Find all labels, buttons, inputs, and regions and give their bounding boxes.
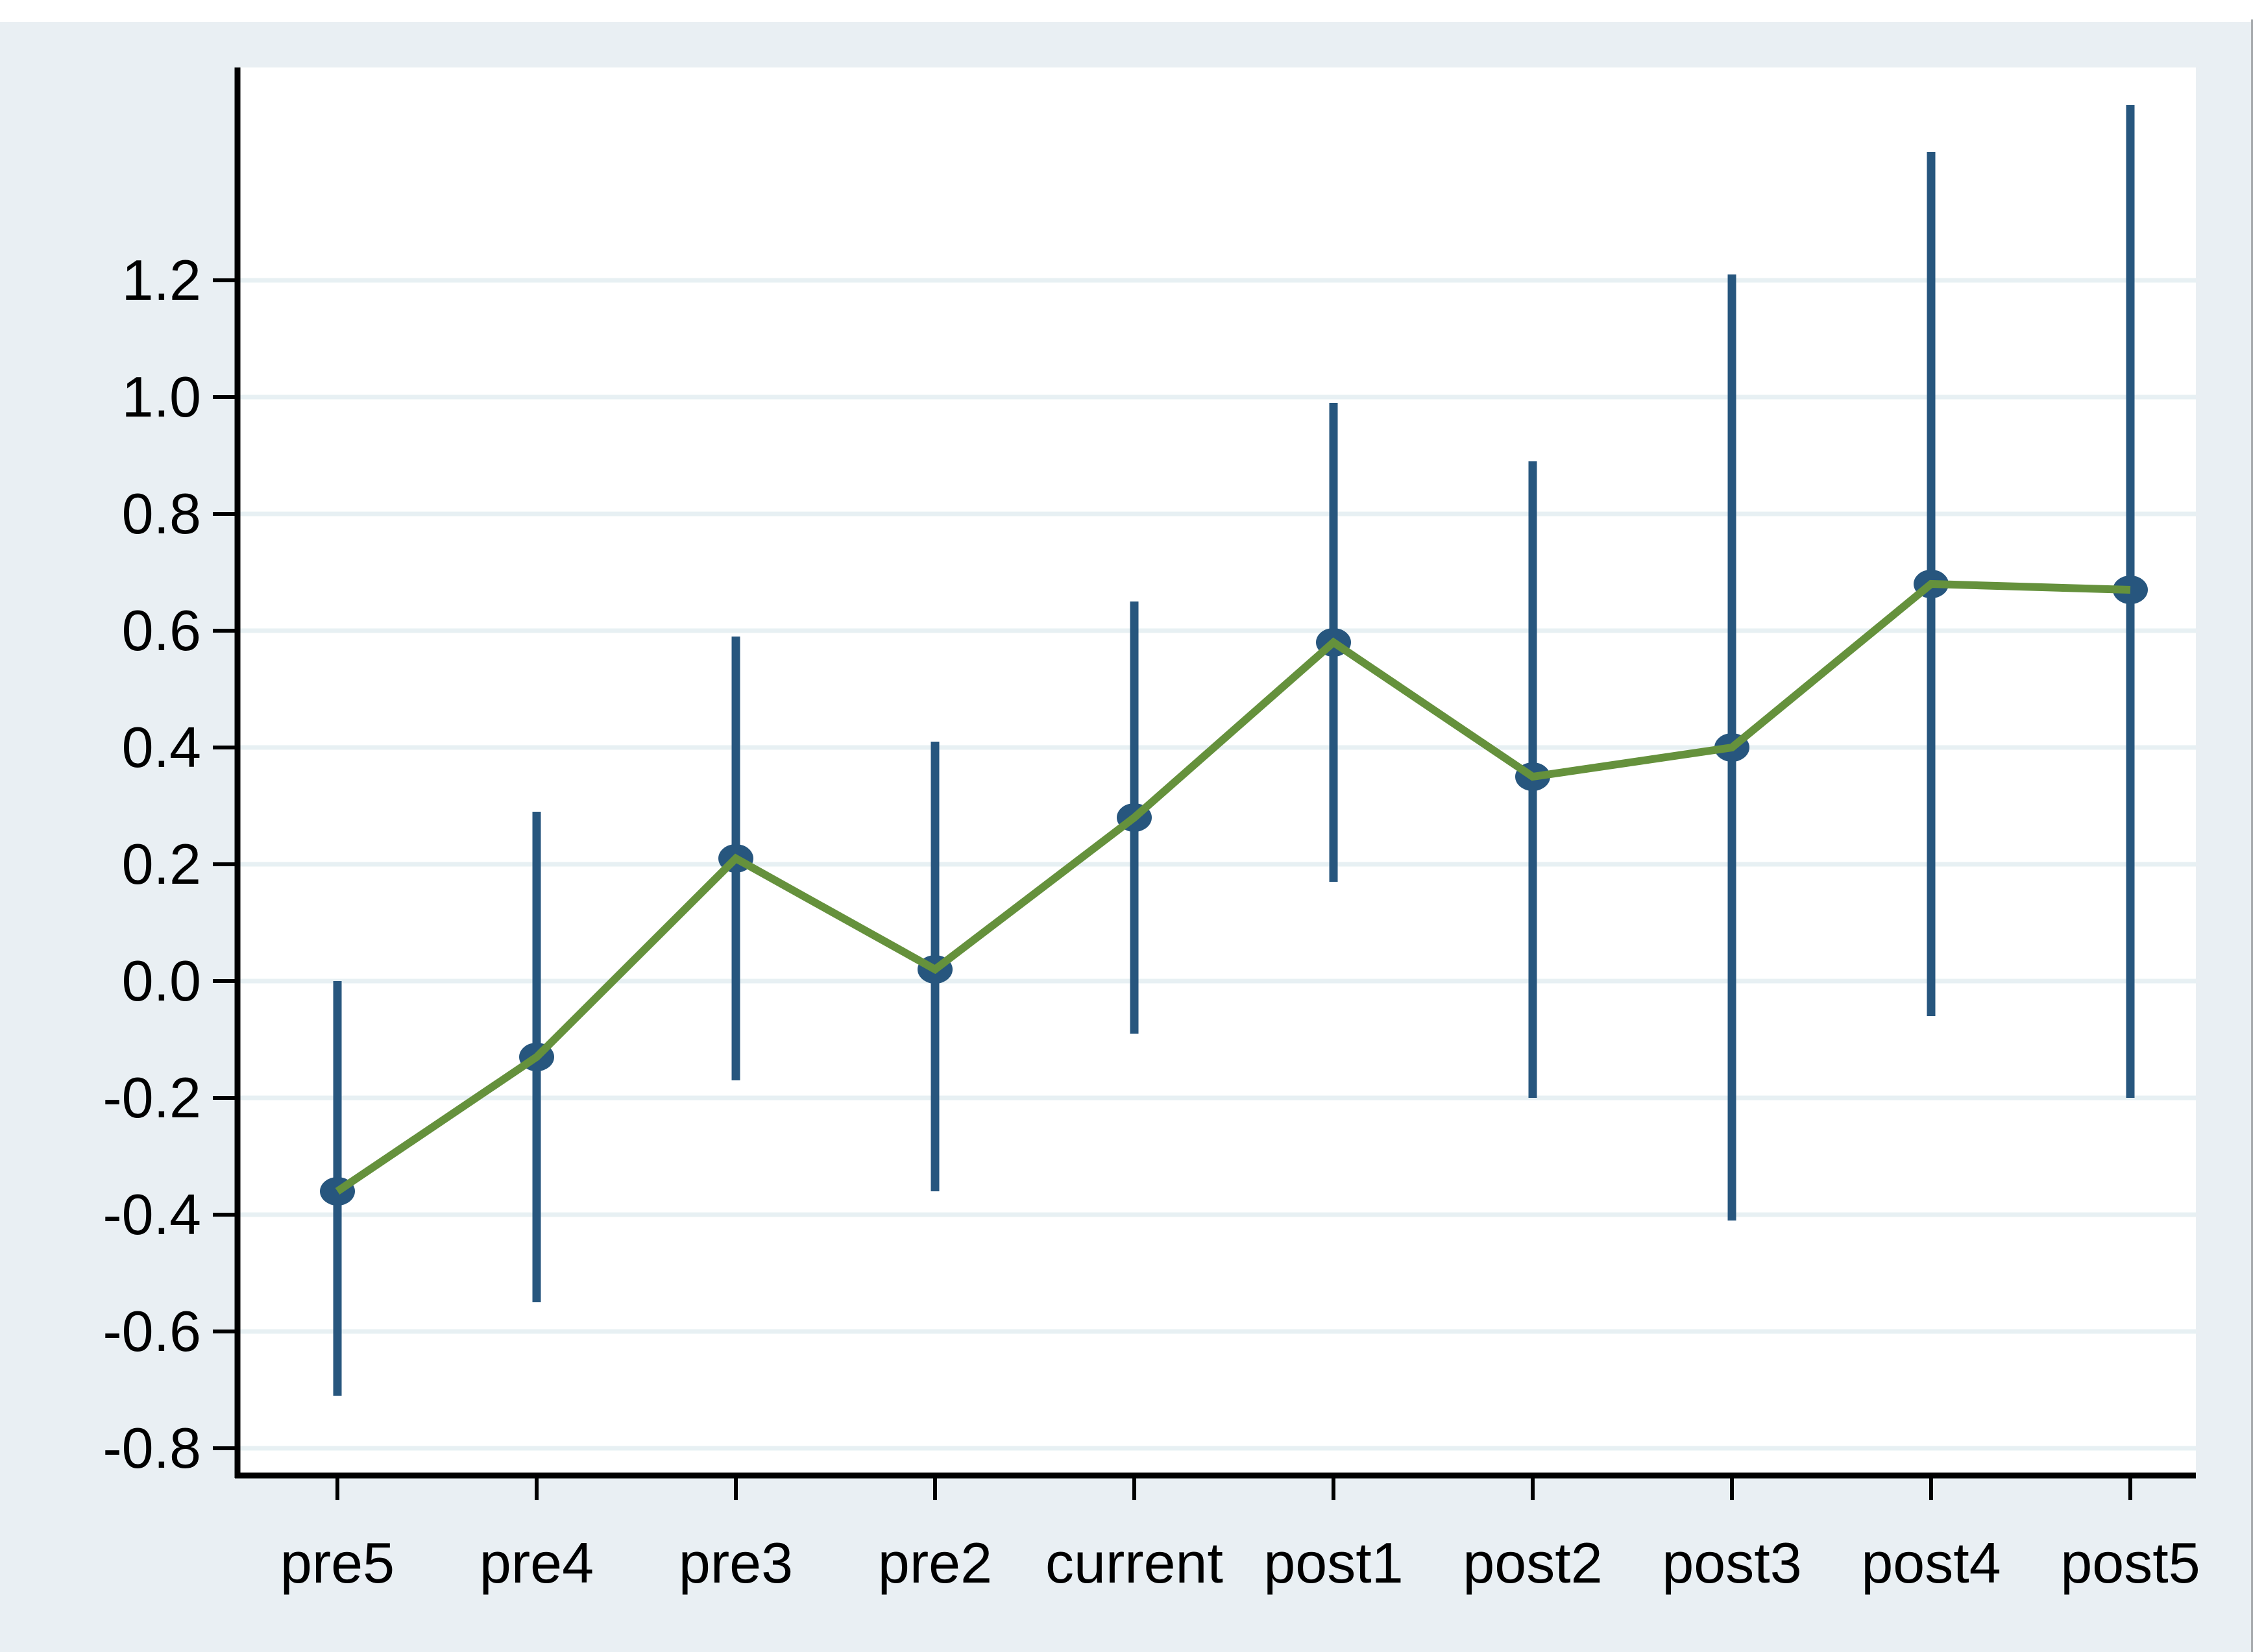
x-category-label: post1 [1263,1531,1403,1595]
x-category-label: pre2 [878,1531,992,1595]
y-tick-label: 0.6 [122,598,201,662]
y-tick-label: 0.2 [122,832,201,896]
y-tick-label: -0.4 [103,1182,201,1246]
x-category-label: post5 [2060,1531,2200,1595]
y-tick-label: 1.0 [122,365,201,429]
y-tick-label: -0.8 [103,1416,201,1480]
x-category-label: post4 [1861,1531,2001,1595]
x-category-label: current [1045,1531,1223,1595]
y-tick-label: 1.2 [122,248,201,312]
x-category-label: pre4 [480,1531,594,1595]
x-category-label: post2 [1463,1531,1602,1595]
plot-area [237,67,2196,1476]
page-edge-rule [2251,19,2253,1652]
y-tick-label: 0.4 [122,715,201,779]
x-category-label: post3 [1662,1531,1801,1595]
y-tick-label: 0.0 [122,949,201,1013]
x-category-label: pre3 [679,1531,793,1595]
x-category-label: pre5 [280,1531,395,1595]
y-tick-label: 0.8 [122,481,201,546]
y-tick-label: -0.6 [103,1299,201,1363]
trend-line [335,579,2131,1195]
y-tick-label: -0.2 [103,1065,201,1130]
